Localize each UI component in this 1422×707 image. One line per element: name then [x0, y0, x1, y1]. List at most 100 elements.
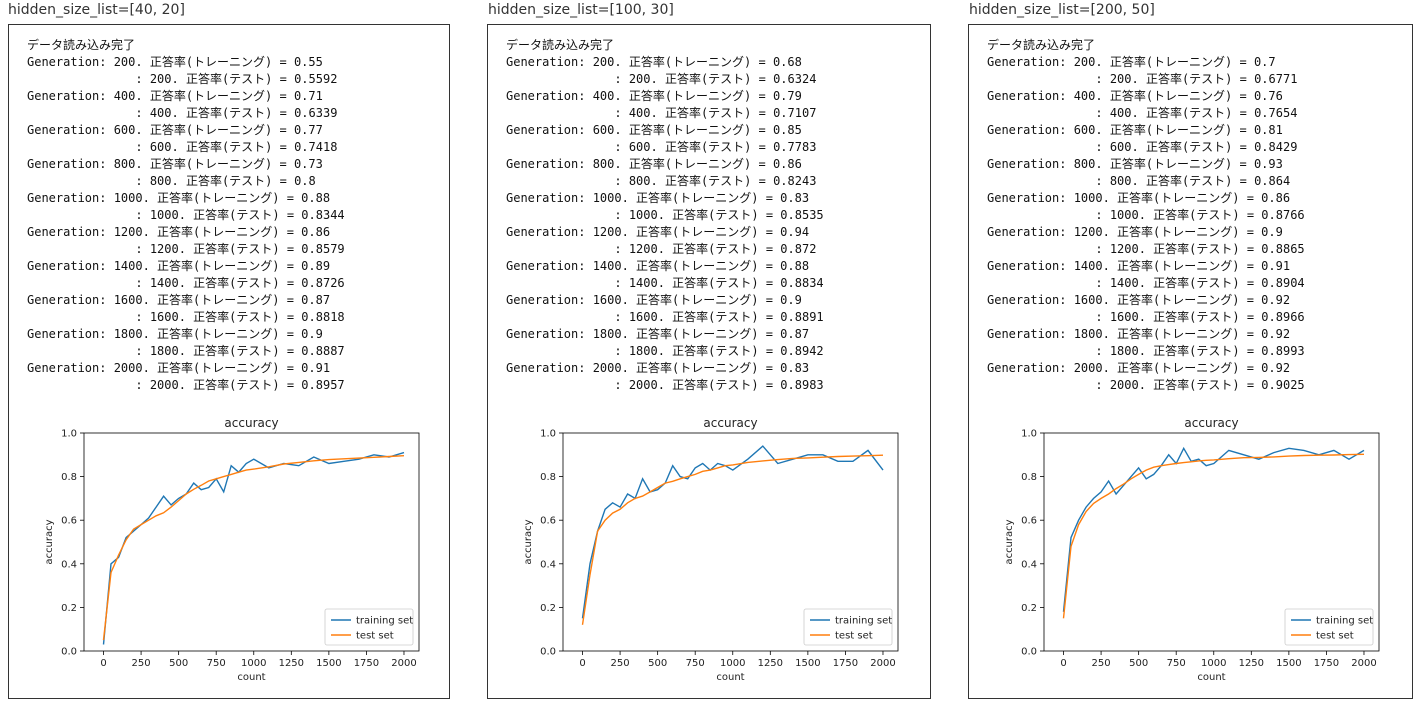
log-line: : 1600. 正答率(テスト) = 0.8966: [987, 310, 1305, 324]
log-line: Generation: 1400. 正答率(トレーニング) = 0.89: [27, 259, 331, 273]
log-line: : 1400. 正答率(テスト) = 0.8834: [506, 276, 824, 290]
y-axis-label: accuracy: [1004, 519, 1015, 564]
test-set-line: [102, 455, 405, 641]
legend-label: test set: [835, 631, 873, 642]
output-panel: データ読み込み完了 Generation: 200. 正答率(トレーニング) = …: [968, 24, 1413, 699]
log-line: Generation: 1200. 正答率(トレーニング) = 0.94: [506, 225, 810, 239]
log-line: : 200. 正答率(テスト) = 0.6771: [987, 72, 1298, 86]
y-tick-label: 0.2: [540, 603, 556, 614]
plot-frame: [562, 432, 899, 652]
log-line: : 1800. 正答率(テスト) = 0.8887: [27, 344, 345, 358]
x-tick-label: 750: [686, 658, 705, 669]
x-tick-label: 500: [648, 658, 667, 669]
x-tick-label: 750: [207, 658, 226, 669]
accuracy-chart: accuracy 0.0 0.2 0.4 0.6 0.8 1.0 0 250 500 750 1000…: [1004, 416, 1380, 683]
x-tick-label: 1500: [316, 658, 341, 669]
y-tick-label: 0.6: [540, 516, 556, 527]
legend-box: [324, 608, 414, 646]
y-tick-label: 0.4: [1021, 559, 1037, 570]
y-tick-label: 0.0: [1021, 647, 1037, 658]
log-line: : 1800. 正答率(テスト) = 0.8993: [987, 344, 1305, 358]
log-line: Generation: 200. 正答率(トレーニング) = 0.7: [987, 55, 1276, 69]
x-tick-label: 250: [611, 658, 630, 669]
x-tick-label: 0: [1060, 658, 1066, 669]
y-axis-label: accuracy: [44, 519, 55, 564]
log-line: Generation: 600. 正答率(トレーニング) = 0.81: [987, 123, 1283, 137]
log-line: : 800. 正答率(テスト) = 0.8243: [506, 174, 817, 188]
test-set-line: [581, 454, 884, 625]
log-line: : 400. 正答率(テスト) = 0.7654: [987, 106, 1298, 120]
log-line: : 2000. 正答率(テスト) = 0.8957: [27, 378, 345, 392]
legend-label: training set: [356, 616, 413, 627]
log-line: Generation: 2000. 正答率(トレーニング) = 0.92: [987, 361, 1291, 375]
y-tick-label: 0.0: [540, 647, 556, 658]
legend-box: [803, 608, 893, 646]
log-line: Generation: 200. 正答率(トレーニング) = 0.68: [506, 55, 802, 69]
legend-label: test set: [1316, 631, 1354, 642]
plot-frame: [83, 432, 420, 652]
log-line: Generation: 200. 正答率(トレーニング) = 0.55: [27, 55, 323, 69]
log-line: Generation: 1400. 正答率(トレーニング) = 0.91: [987, 259, 1291, 273]
x-tick-label: 0: [579, 658, 585, 669]
log-header: データ読み込み完了: [506, 38, 615, 52]
log-line: : 1000. 正答率(テスト) = 0.8766: [987, 208, 1305, 222]
y-tick-label: 0.8: [540, 472, 556, 483]
x-tick-label: 0: [100, 658, 106, 669]
x-tick-label: 1750: [1314, 658, 1339, 669]
legend-label: training set: [1316, 616, 1373, 627]
training-set-line: [581, 445, 884, 619]
log-line: : 1800. 正答率(テスト) = 0.8942: [506, 344, 824, 358]
y-tick-label: 0.6: [61, 516, 77, 527]
x-tick-label: 1000: [1201, 658, 1226, 669]
log-line: Generation: 400. 正答率(トレーニング) = 0.71: [27, 89, 323, 103]
log-line: Generation: 1200. 正答率(トレーニング) = 0.9: [987, 225, 1283, 239]
y-tick-label: 0.0: [61, 647, 77, 658]
accuracy-chart: accuracy 0.0 0.2 0.4 0.6 0.8 1.0 0 250 500 750 1000…: [523, 416, 899, 683]
log-line: Generation: 1400. 正答率(トレーニング) = 0.88: [506, 259, 810, 273]
x-tick-label: 500: [1129, 658, 1148, 669]
y-tick-label: 0.2: [1021, 603, 1037, 614]
log-line: : 1200. 正答率(テスト) = 0.8579: [27, 242, 345, 256]
log-line: Generation: 1000. 正答率(トレーニング) = 0.88: [27, 191, 331, 205]
log-line: Generation: 1600. 正答率(トレーニング) = 0.9: [506, 293, 802, 307]
log-line: Generation: 1000. 正答率(トレーニング) = 0.83: [506, 191, 810, 205]
x-tick-label: 1000: [241, 658, 266, 669]
log-line: : 1600. 正答率(テスト) = 0.8891: [506, 310, 824, 324]
log-line: : 2000. 正答率(テスト) = 0.8983: [506, 378, 824, 392]
y-tick-label: 1.0: [1021, 429, 1037, 440]
x-tick-label: 1750: [833, 658, 858, 669]
log-line: Generation: 400. 正答率(トレーニング) = 0.79: [506, 89, 802, 103]
chart-title: accuracy: [703, 416, 757, 430]
log-line: : 1400. 正答率(テスト) = 0.8726: [27, 276, 345, 290]
x-tick-label: 1750: [354, 658, 379, 669]
plot-frame: [1043, 432, 1380, 652]
log-line: : 1600. 正答率(テスト) = 0.8818: [27, 310, 345, 324]
log-line: Generation: 1800. 正答率(トレーニング) = 0.87: [506, 327, 810, 341]
log-line: Generation: 2000. 正答率(トレーニング) = 0.83: [506, 361, 810, 375]
x-axis-label: count: [1197, 672, 1225, 683]
y-tick-label: 1.0: [61, 429, 77, 440]
log-line: : 400. 正答率(テスト) = 0.7107: [506, 106, 817, 120]
training-log: データ読み込み完了 Generation: 200. 正答率(トレーニング) = …: [27, 37, 345, 394]
x-tick-label: 2000: [1351, 658, 1376, 669]
y-tick-label: 0.4: [61, 559, 77, 570]
x-tick-label: 1250: [758, 658, 783, 669]
x-axis-label: count: [716, 672, 744, 683]
log-header: データ読み込み完了: [987, 38, 1096, 52]
output-panel: データ読み込み完了 Generation: 200. 正答率(トレーニング) = …: [8, 24, 450, 699]
x-axis-label: count: [237, 672, 265, 683]
log-line: : 200. 正答率(テスト) = 0.5592: [27, 72, 338, 86]
log-line: : 400. 正答率(テスト) = 0.6339: [27, 106, 338, 120]
output-panel: データ読み込み完了 Generation: 200. 正答率(トレーニング) = …: [487, 24, 931, 699]
log-line: : 2000. 正答率(テスト) = 0.9025: [987, 378, 1305, 392]
panel-title: hidden_size_list=[40, 20]: [8, 2, 185, 18]
x-tick-label: 2000: [391, 658, 416, 669]
log-line: Generation: 800. 正答率(トレーニング) = 0.93: [987, 157, 1283, 171]
log-line: Generation: 1600. 正答率(トレーニング) = 0.87: [27, 293, 331, 307]
y-tick-label: 0.6: [1021, 516, 1037, 527]
x-tick-label: 1500: [1276, 658, 1301, 669]
log-line: : 600. 正答率(テスト) = 0.7418: [27, 140, 338, 154]
x-tick-label: 1000: [720, 658, 745, 669]
x-tick-label: 1250: [279, 658, 304, 669]
accuracy-chart: accuracy 0.0 0.2 0.4 0.6 0.8 1.0 0 250 500 750 1000…: [44, 416, 420, 683]
